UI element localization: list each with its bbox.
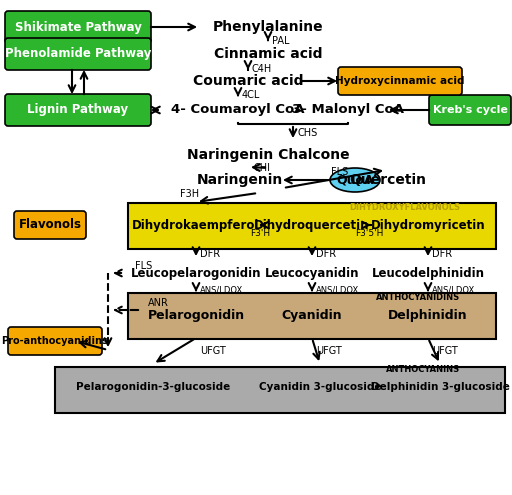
Text: Pro-anthocyanidins: Pro-anthocyanidins	[2, 336, 109, 346]
Text: Delphinidin: Delphinidin	[388, 308, 468, 321]
Text: Naringenin Chalcone: Naringenin Chalcone	[187, 148, 349, 162]
Text: CHI: CHI	[253, 163, 270, 173]
FancyBboxPatch shape	[5, 38, 151, 70]
Text: Cyanidin: Cyanidin	[282, 308, 343, 321]
Text: UFGT: UFGT	[316, 346, 342, 356]
Text: Phenolamide Pathway: Phenolamide Pathway	[5, 48, 151, 60]
Text: DIHYDROXYFLAVONOLS: DIHYDROXYFLAVONOLS	[349, 202, 460, 211]
Text: ANS/LDOX: ANS/LDOX	[200, 286, 243, 295]
Text: Shikimate Pathway: Shikimate Pathway	[14, 20, 141, 34]
Text: DFR: DFR	[200, 249, 220, 259]
Text: Pelarogonidin: Pelarogonidin	[147, 308, 245, 321]
Ellipse shape	[330, 168, 380, 192]
Bar	[55, 367, 505, 413]
Text: Pelarogonidin-3-glucoside: Pelarogonidin-3-glucoside	[76, 382, 230, 392]
Text: Dihydromyricetin: Dihydromyricetin	[371, 218, 485, 232]
Text: CHS: CHS	[298, 128, 318, 138]
Text: ANR: ANR	[147, 298, 168, 308]
Text: Dihydrokaempferol: Dihydrokaempferol	[132, 218, 260, 232]
Text: Flavonols: Flavonols	[18, 218, 81, 232]
Text: Phenylalanine: Phenylalanine	[212, 20, 323, 34]
Text: UFGT: UFGT	[432, 346, 458, 356]
Bar	[128, 203, 496, 249]
Text: DFR: DFR	[432, 249, 452, 259]
Bar	[128, 293, 496, 339]
FancyBboxPatch shape	[5, 94, 151, 126]
FancyBboxPatch shape	[14, 211, 86, 239]
FancyBboxPatch shape	[429, 95, 511, 125]
Text: Kreb's cycle: Kreb's cycle	[433, 105, 507, 115]
Text: 3- Malonyl CoA: 3- Malonyl CoA	[292, 103, 404, 116]
Text: Coumaric acid: Coumaric acid	[193, 74, 303, 88]
Text: FLS: FLS	[135, 261, 153, 271]
Text: Cyanidin 3-glucoside: Cyanidin 3-glucoside	[259, 382, 381, 392]
Text: ANTHOCYANIDINS: ANTHOCYANIDINS	[376, 293, 460, 301]
FancyBboxPatch shape	[8, 327, 102, 355]
Text: PAL: PAL	[272, 36, 289, 46]
Text: F3'H: F3'H	[250, 229, 270, 238]
Text: QuoA: QuoA	[336, 174, 374, 187]
FancyBboxPatch shape	[5, 11, 151, 43]
Text: Cinnamic acid: Cinnamic acid	[214, 47, 322, 61]
Text: F3'5'H: F3'5'H	[355, 229, 383, 238]
Text: DFR: DFR	[316, 249, 336, 259]
Text: 4- Coumaroyl CoA: 4- Coumaroyl CoA	[171, 103, 305, 116]
Text: FLS: FLS	[331, 167, 349, 177]
Text: Naringenin: Naringenin	[197, 173, 283, 187]
Text: UFGT: UFGT	[200, 346, 226, 356]
FancyBboxPatch shape	[338, 67, 462, 95]
Text: Lignin Pathway: Lignin Pathway	[28, 103, 129, 116]
Text: Hydroxycinnamic acid: Hydroxycinnamic acid	[335, 76, 465, 86]
Text: F3H: F3H	[180, 189, 200, 199]
Text: Quercetin: Quercetin	[350, 173, 426, 187]
Text: Leucopelarogonidin: Leucopelarogonidin	[131, 266, 261, 280]
Text: ANS/LDOX: ANS/LDOX	[316, 286, 359, 295]
Text: 4CL: 4CL	[242, 90, 261, 100]
Text: Dihydroquercetin: Dihydroquercetin	[254, 218, 370, 232]
Text: Leucocyanidin: Leucocyanidin	[265, 266, 359, 280]
Text: C4H: C4H	[252, 64, 272, 74]
Text: Delphinidin 3-glucoside: Delphinidin 3-glucoside	[371, 382, 509, 392]
Text: Leucodelphinidin: Leucodelphinidin	[372, 266, 484, 280]
Text: ANTHOCYANINS: ANTHOCYANINS	[386, 364, 460, 374]
Text: ANS/LDOX: ANS/LDOX	[432, 286, 475, 295]
